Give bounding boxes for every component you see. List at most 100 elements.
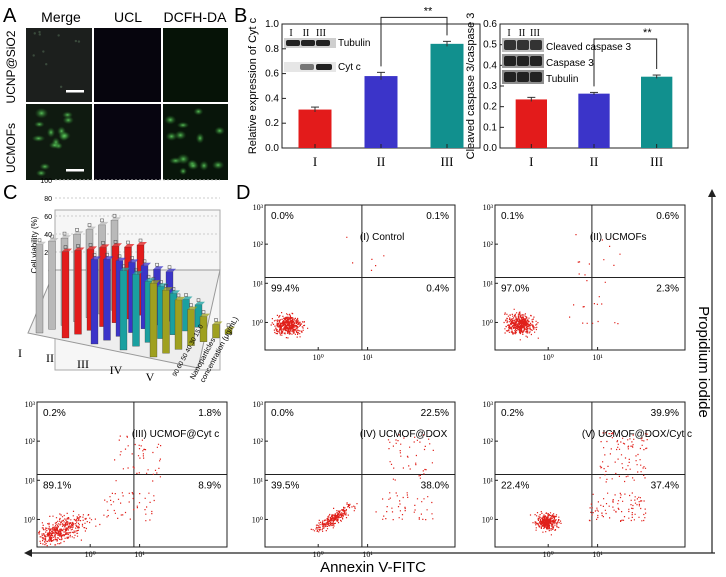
img-ucnp-merge	[26, 28, 92, 102]
bar-top	[73, 231, 84, 235]
col-label-merge: Merge	[41, 9, 81, 25]
y-tick-label: 0.6	[483, 19, 497, 30]
quadrant-lr: 2.3%	[656, 284, 679, 295]
plot-title: (I) Control	[360, 232, 404, 243]
bar-top	[225, 326, 235, 330]
error-cap	[151, 276, 156, 281]
x-tick-label: I	[18, 346, 22, 360]
y-tick-label: 20	[44, 250, 52, 257]
event-dots	[529, 432, 648, 536]
panel-label-b: B	[234, 5, 247, 27]
bar-top	[132, 271, 143, 275]
error-cap	[87, 223, 92, 227]
chart-d: 10⁰ 10¹ 10² 10³ 10⁰ 10¹ 0.0% 0.1% 99.4% 0.4% (I) C…	[24, 203, 692, 559]
y-tick-label: 0.0	[483, 143, 497, 154]
bar-top	[86, 226, 96, 230]
flow-plot-2: 10⁰ 10¹ 10² 10³ 10⁰ 10¹ 0.1% 0.6% 97.0% 2.3% (II) …	[482, 203, 686, 362]
fluorescent-cell	[164, 115, 177, 125]
bar-III	[430, 43, 464, 149]
quadrant-lr: 0.4%	[426, 284, 449, 295]
error-cap	[105, 252, 109, 257]
blot-band	[504, 72, 516, 82]
blot-band	[300, 64, 314, 70]
blot-band	[530, 72, 542, 82]
x-tick-label: II	[377, 154, 386, 169]
bar-II	[578, 93, 610, 148]
bar-III	[103, 259, 111, 341]
bar-I	[35, 244, 44, 334]
x-axis-arrowhead	[24, 549, 32, 557]
bar-top	[98, 221, 109, 225]
scale-bar	[66, 169, 84, 172]
bar-III	[90, 259, 99, 345]
quadrant-ul: 0.1%	[501, 211, 524, 222]
quadrant-ul: 0.0%	[271, 408, 294, 419]
blot-band	[504, 56, 516, 66]
error-cap	[76, 244, 80, 248]
y-tick-label: 100	[40, 178, 52, 185]
y-tick-label: 10²	[483, 240, 494, 249]
blot-band	[316, 40, 330, 46]
quadrant-ul: 0.2%	[501, 408, 524, 419]
error-cap	[75, 228, 79, 232]
error-cap	[117, 254, 122, 259]
bar-top	[162, 287, 173, 291]
blot-band	[530, 56, 542, 66]
error-cap	[189, 303, 193, 307]
y-tick-label: 0.3	[483, 81, 497, 92]
blot-label: Cleaved caspase 3	[546, 42, 631, 53]
y-axis-label: Relative expression of Cyt c	[247, 17, 259, 154]
plot-title: (IV) UCMOF@DOX	[360, 429, 448, 440]
panel-label-c: C	[3, 182, 17, 204]
plot-title: (V) UCMOF@DOX/Cyt c	[582, 429, 692, 440]
blot-lane-label: II	[303, 28, 310, 39]
plot-title: (III) UCMOF@Cyt c	[132, 429, 219, 440]
bar-IV	[132, 274, 140, 347]
y-tick-label: 10³	[253, 400, 264, 409]
x-tick-label: 10⁰	[543, 353, 554, 362]
bar-top	[195, 301, 205, 305]
y-tick-label: 80	[44, 196, 52, 203]
bar-top	[153, 266, 164, 270]
bar-top	[120, 267, 130, 271]
y-tick-label: 10²	[253, 437, 264, 446]
y-tick-label: 10⁰	[24, 515, 35, 524]
chart-c: 020406080100Cell viability (%)IIIIIIIVV9…	[18, 178, 240, 384]
speckle	[77, 40, 81, 43]
col-label-dcfh: DCFH-DA	[164, 9, 228, 25]
quadrant-ur: 1.8%	[198, 408, 221, 419]
x-tick-label: III	[441, 154, 454, 169]
bar-IV	[119, 270, 128, 351]
error-cap	[146, 274, 151, 279]
error-cap	[142, 259, 147, 264]
bar-V	[162, 290, 170, 354]
y-tick-label: 10⁰	[482, 515, 493, 524]
y-axis-arrowhead	[708, 189, 716, 197]
fluorescent-cell	[39, 162, 51, 171]
blot-lane-label: I	[289, 28, 292, 39]
y-tick-label: 10⁰	[252, 318, 263, 327]
y-tick-label: 0.8	[265, 44, 279, 55]
fluorescent-cell	[58, 131, 71, 141]
x-tick-label: 10¹	[362, 353, 373, 362]
fluorescent-cell	[48, 141, 61, 149]
img-ucnp-dcfh	[163, 28, 228, 102]
fluorescent-cell	[168, 157, 183, 165]
fluorescent-cell	[62, 115, 74, 125]
y-tick-label: 0.2	[483, 102, 497, 113]
bar-V	[149, 283, 158, 358]
significance-marker: **	[643, 27, 652, 39]
x-tick-label: V	[146, 370, 155, 384]
bar-top	[170, 290, 180, 294]
fluorescent-cell	[46, 127, 56, 138]
error-cap	[164, 283, 168, 288]
bar-top	[128, 259, 139, 263]
y-axis-label: Cleaved caspase 3/caspase 3	[465, 13, 477, 160]
bar-top	[112, 243, 122, 247]
y-tick-label: 10²	[253, 240, 264, 249]
y-tick-label: 0.1	[483, 122, 497, 133]
y-tick-label: 10¹	[483, 476, 494, 485]
error-cap	[37, 238, 42, 243]
chart-b-right: 0.00.10.20.30.40.50.6I II III**Cleaved cas…	[465, 13, 689, 169]
y-tick-label: 1.0	[265, 19, 279, 30]
